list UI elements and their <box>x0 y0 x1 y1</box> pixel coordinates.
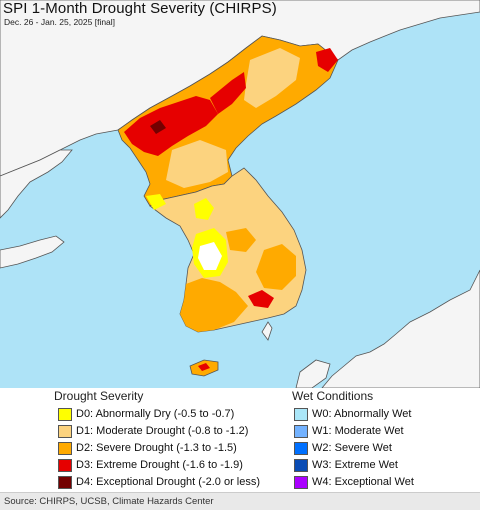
legend-label-d0: D0: Abnormally Dry (-0.5 to -0.7) <box>76 408 235 420</box>
swatch-d1 <box>58 424 72 438</box>
sk-d3-southeast <box>248 290 274 308</box>
legend-item-w1: W1: Moderate Wet <box>294 423 404 439</box>
legend-label-w3: W3: Extreme Wet <box>312 459 398 471</box>
map-title: SPI 1-Month Drought Severity (CHIRPS) <box>3 0 277 17</box>
liaodong-peninsula <box>0 149 73 219</box>
legend-label-w0: W0: Abnormally Wet <box>312 408 412 420</box>
wet-legend-title: Wet Conditions <box>292 389 374 403</box>
sk-d2-east <box>256 244 296 290</box>
map-canvas <box>0 0 480 388</box>
nk-d3-northeast <box>316 48 338 72</box>
legend-item-d3: D3: Extreme Drought (-1.6 to -1.9) <box>58 457 243 473</box>
swatch-w3 <box>294 458 308 472</box>
sk-d2-center <box>226 228 256 252</box>
footer: Source: CHIRPS, UCSB, Climate Hazards Ce… <box>0 492 480 510</box>
legend-item-w3: W3: Extreme Wet <box>294 457 398 473</box>
swatch-d0 <box>58 407 72 421</box>
legend-item-w2: W2: Severe Wet <box>294 440 392 456</box>
legend-item-w0: W0: Abnormally Wet <box>294 406 411 422</box>
legend: Drought Severity Wet Conditions D0: Abno… <box>0 388 480 492</box>
legend-label-d4: D4: Exceptional Drought (-2.0 or less) <box>76 476 261 488</box>
swatch-w2 <box>294 441 308 455</box>
legend-item-d4: D4: Exceptional Drought (-2.0 or less) <box>58 474 260 490</box>
nk-d1-east <box>244 48 300 108</box>
swatch-w0 <box>294 407 308 421</box>
sk-d0-north <box>194 198 214 220</box>
map-area: SPI 1-Month Drought Severity (CHIRPS) De… <box>0 0 480 388</box>
legend-item-w4: W4: Exceptional Wet <box>294 474 414 490</box>
swatch-d3 <box>58 458 72 472</box>
swatch-d2 <box>58 441 72 455</box>
legend-item-d2: D2: Severe Drought (-1.3 to -1.5) <box>58 440 237 456</box>
legend-label-d3: D3: Extreme Drought (-1.6 to -1.9) <box>76 459 243 471</box>
swatch-w4 <box>294 475 308 489</box>
nk-d0-coast <box>146 194 166 210</box>
legend-item-d1: D1: Moderate Drought (-0.8 to -1.2) <box>58 423 248 439</box>
japan-kyushu <box>295 359 331 388</box>
nk-d1-south <box>166 140 228 188</box>
legend-label-w2: W2: Severe Wet <box>312 442 392 454</box>
swatch-w1 <box>294 424 308 438</box>
japan-tsushima <box>261 321 273 341</box>
shandong-peninsula <box>0 235 65 269</box>
sk-normal-west <box>198 242 222 270</box>
legend-label-w1: W1: Moderate Wet <box>312 425 404 437</box>
map-subtitle: Dec. 26 - Jan. 25, 2025 [final] <box>4 17 116 27</box>
nk-d4-spot <box>150 120 166 134</box>
source-credit: Source: CHIRPS, UCSB, Climate Hazards Ce… <box>4 496 214 507</box>
legend-label-d1: D1: Moderate Drought (-0.8 to -1.2) <box>76 425 249 437</box>
legend-label-w4: W4: Exceptional Wet <box>312 476 414 488</box>
jeju-d3 <box>198 363 210 371</box>
nk-d3-strip <box>210 72 246 114</box>
legend-item-d0: D0: Abnormally Dry (-0.5 to -0.7) <box>58 406 234 422</box>
swatch-d4 <box>58 475 72 489</box>
nk-d3-west <box>124 96 218 156</box>
legend-label-d2: D2: Severe Drought (-1.3 to -1.5) <box>76 442 237 454</box>
drought-legend-title: Drought Severity <box>54 389 144 403</box>
sk-d2-southwest <box>180 278 248 332</box>
japan-honshu <box>321 269 480 388</box>
